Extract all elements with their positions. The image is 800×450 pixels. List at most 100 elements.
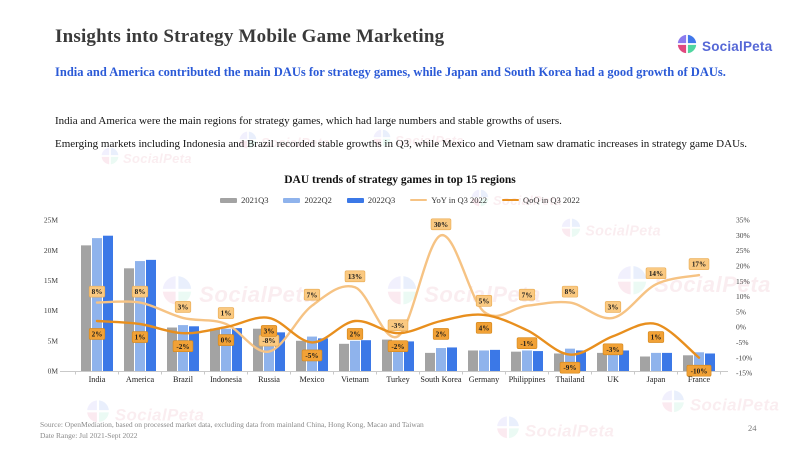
bar-2022Q2-Germany [479, 350, 489, 371]
data-label-box-YoY in Q3 2022-America [131, 285, 149, 298]
data-label-QoQ in Q3 2022-Germany: 4% [479, 324, 490, 332]
bar-2022Q2-Indonesia [221, 328, 231, 371]
data-label-QoQ in Q3 2022-Vietnam: 2% [350, 331, 361, 339]
category-label-Brazil: Brazil [173, 375, 194, 384]
socialpeta-watermark: SocialPeta [495, 414, 614, 447]
bar-2021Q3-Vietnam [339, 343, 349, 371]
bar-2021Q3-India [81, 245, 91, 371]
data-label-QoQ in Q3 2022-Russia: 3% [264, 328, 275, 336]
brand-logo: SocialPeta [676, 33, 772, 60]
data-label-box-QoQ in Q3 2022-South Korea [432, 328, 450, 340]
watermark-text: SocialPeta [524, 420, 615, 441]
data-label-box-YoY in Q3 2022-Turkey [387, 319, 409, 332]
chart-svg: 8% 8% 3% 1% -8% 7% 13% -3% 30% 5% 7% 8% 3% 14% 17% 2% 1%… [44, 216, 752, 384]
category-label-Japan: Japan [647, 375, 666, 384]
legend-swatch [410, 198, 428, 202]
category-label-America: America [126, 375, 155, 384]
data-label-box-QoQ in Q3 2022-Brazil [172, 340, 194, 353]
data-label-box-YoY in Q3 2022-Japan [645, 267, 667, 280]
bar-2021Q3-America [124, 268, 134, 371]
bar-2022Q2-Vietnam [350, 340, 360, 371]
right-axis-tick: 0% [736, 323, 746, 332]
data-label-QoQ in Q3 2022-Brazil: -2% [176, 343, 189, 351]
data-label-box-YoY in Q3 2022-Philippines [518, 288, 536, 301]
data-label-QoQ in Q3 2022-France: -10% [691, 367, 708, 375]
data-label-YoY in Q3 2022-Japan: 14% [649, 270, 663, 278]
bar-2021Q3-Mexico [296, 340, 306, 371]
category-label-Vietnam: Vietnam [341, 375, 369, 384]
data-label-YoY in Q3 2022-Philippines: 7% [522, 291, 533, 299]
bar-2022Q2-Japan [651, 352, 661, 371]
slide-subtitle: India and America contributed the main D… [55, 65, 726, 79]
bar-2022Q2-India [92, 238, 102, 371]
bar-2022Q2-Philippines [522, 350, 532, 371]
bar-2022Q3-Indonesia [232, 328, 242, 371]
left-axis-tick: 0M [48, 367, 59, 376]
legend-item-2021q3: 2021Q3 [220, 195, 268, 205]
bar-2021Q3-Germany [468, 350, 478, 371]
data-label-QoQ in Q3 2022-Indonesia: 0% [221, 337, 232, 345]
legend-item-yoy-in-q3-2022: YoY in Q3 2022 [410, 195, 487, 205]
legend-label: 2022Q2 [304, 195, 332, 205]
left-axis-tick: 15M [44, 276, 59, 285]
legend-swatch [220, 197, 238, 203]
legend-label: QoQ in Q3 2022 [523, 195, 580, 205]
data-label-YoY in Q3 2022-Brazil: 3% [178, 304, 189, 312]
data-label-box-QoQ in Q3 2022-Philippines [516, 337, 538, 349]
left-axis-tick: 5M [48, 336, 59, 345]
legend-item-qoq-in-q3-2022: QoQ in Q3 2022 [502, 195, 580, 205]
source-line-1: Source: OpenMediation, based on processe… [40, 420, 424, 429]
body-line-1: India and America were the main regions … [55, 115, 562, 127]
chart-title: DAU trends of strategy games in top 15 r… [284, 174, 516, 186]
bar-2022Q2-Turkey [393, 340, 403, 371]
data-label-box-QoQ in Q3 2022-France [686, 364, 712, 377]
bar-2022Q3-Thailand [576, 350, 586, 371]
bar-2021Q3-Thailand [554, 353, 564, 371]
page-number: 24 [748, 423, 757, 433]
bar-2021Q3-France [683, 355, 693, 371]
watermark-text: SocialPeta [689, 394, 780, 415]
category-label-Russia: Russia [258, 375, 280, 384]
legend-swatch [502, 198, 519, 202]
right-axis-tick: 15% [736, 277, 750, 286]
bar-2022Q3-Russia [275, 332, 285, 371]
data-label-box-YoY in Q3 2022-India [88, 285, 106, 298]
bar-2022Q3-Philippines [533, 351, 543, 371]
data-label-QoQ in Q3 2022-Japan: 1% [651, 334, 662, 342]
bar-2022Q2-America [135, 261, 145, 371]
bar-2022Q3-France [705, 353, 715, 371]
data-label-box-YoY in Q3 2022-Indonesia [217, 307, 235, 319]
bar-2021Q3-Philippines [511, 351, 521, 371]
socialpeta-logo-icon [495, 414, 521, 447]
source-line-2: Date Range: Jul 2021-Sept 2022 [40, 431, 138, 440]
data-label-QoQ in Q3 2022-UK: -3% [606, 346, 619, 354]
legend-label: 2022Q3 [367, 195, 396, 205]
bar-2022Q3-Brazil [189, 326, 199, 371]
line-QoQ in Q3 2022 [95, 313, 701, 359]
data-label-box-YoY in Q3 2022-Germany [475, 295, 493, 307]
right-axis-tick: 35% [736, 216, 750, 225]
socialpeta-logo-icon [676, 33, 698, 60]
bar-2021Q3-Indonesia [210, 328, 220, 371]
brand-name: SocialPeta [702, 39, 773, 54]
category-label-UK: UK [607, 375, 619, 384]
data-label-YoY in Q3 2022-America: 8% [135, 288, 146, 296]
data-label-box-QoQ in Q3 2022-Mexico [301, 349, 323, 362]
data-label-box-YoY in Q3 2022-Brazil [174, 301, 192, 313]
category-label-Philippines: Philippines [509, 375, 546, 384]
data-label-QoQ in Q3 2022-India: 2% [92, 331, 103, 339]
category-label-India: India [89, 375, 106, 384]
right-axis-tick: 10% [736, 292, 750, 301]
bar-2022Q2-South Korea [436, 348, 446, 371]
source-note: Source: OpenMediation, based on processe… [40, 419, 424, 441]
left-axis-tick: 20M [44, 246, 59, 255]
data-label-box-QoQ in Q3 2022-UK [602, 343, 624, 356]
bar-2022Q3-America [146, 259, 156, 371]
data-label-YoY in Q3 2022-UK: 3% [608, 304, 619, 312]
right-axis-tick: 20% [736, 262, 750, 271]
bar-2022Q3-UK [619, 350, 629, 371]
data-label-YoY in Q3 2022-Russia: -8% [262, 337, 275, 345]
bar-2021Q3-Japan [640, 356, 650, 371]
chart-legend: 2021Q3 2022Q2 2022Q3 YoY in Q3 2022 QoQ in Q… [55, 195, 745, 205]
